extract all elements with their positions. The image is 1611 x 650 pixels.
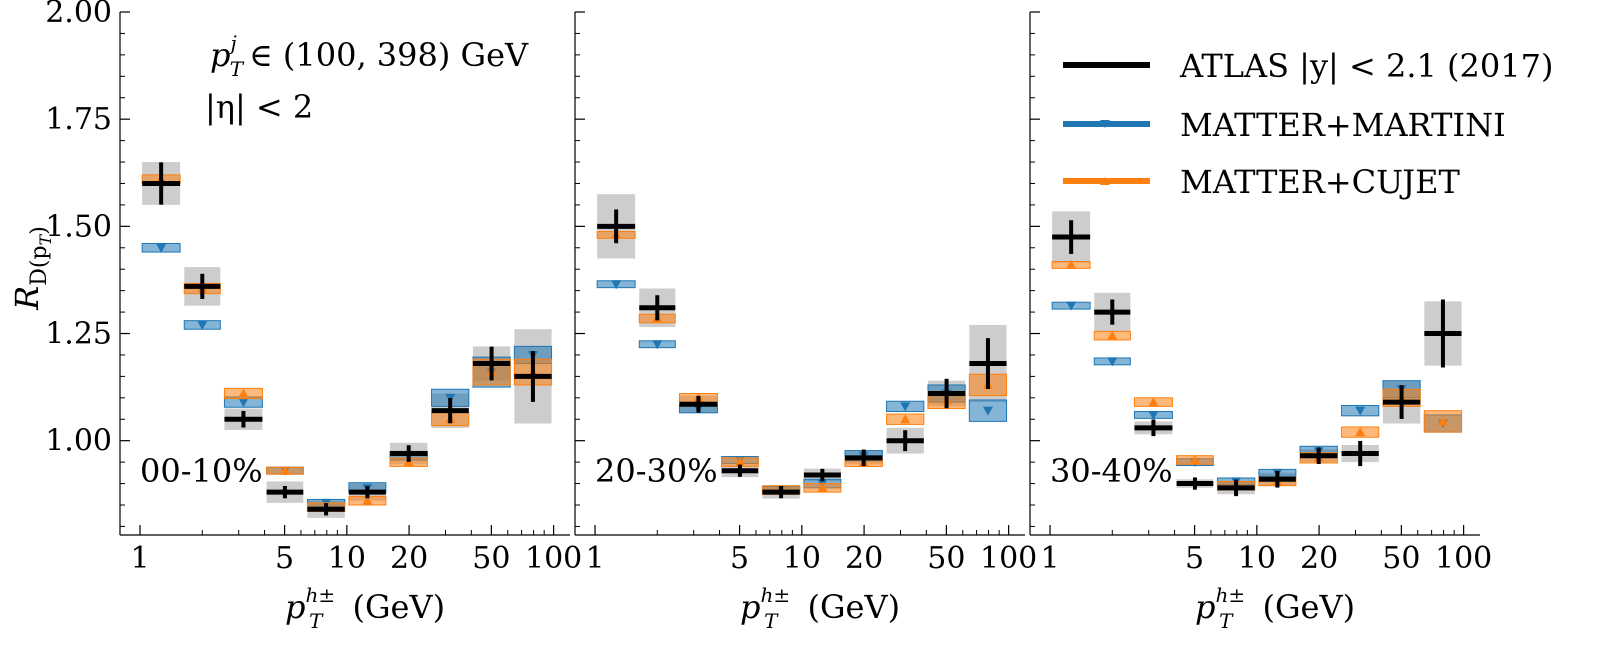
y-tick-label: 2.00: [45, 0, 112, 30]
y-axis-label-close: ): [27, 226, 52, 235]
legend: ATLAS |y| < 2.1 (2017) MATTER+MARTINI MA…: [1063, 47, 1553, 201]
panel-label: 20-30%: [595, 452, 718, 490]
x-tick-label: 5: [1185, 541, 1204, 576]
y-tick-label: 1.75: [45, 102, 112, 137]
y-axis-label-sub: D(p: [27, 245, 52, 285]
cujet-marker: [362, 495, 373, 505]
x-tick-label: 50: [927, 541, 965, 576]
y-axis-label-subsub: T: [36, 233, 55, 245]
annotation-line1: pj T ∈ (100, 398) GeV: [210, 31, 529, 81]
martini-marker: [156, 243, 167, 253]
x-tick-label: 20: [390, 541, 428, 576]
panel-1: 1.00 1.25 1.50 1.75 2.00 1 5 10 20 50 100 ph± T (GeV)…: [45, 0, 582, 633]
legend-label-martini: MATTER+MARTINI: [1180, 106, 1506, 144]
martini-marker: [238, 398, 249, 408]
martini-marker: [900, 402, 911, 412]
martini-marker: [1355, 406, 1366, 416]
cujet-marker: [1148, 397, 1159, 407]
x-axis-label: ph± T (GeV): [285, 583, 445, 633]
x-tick-label: 20: [845, 541, 883, 576]
x-tick-label: 1: [1040, 541, 1059, 576]
panel-3: 1 5 10 20 50 100 ph± T (GeV) 30-40%: [1029, 11, 1492, 633]
x-tick-label: 10: [328, 541, 366, 576]
martini-marker: [611, 280, 622, 290]
cujet-marker: [1189, 454, 1200, 464]
annotation-line2: |η| < 2: [205, 88, 313, 126]
x-tick-label: 10: [783, 541, 821, 576]
panels: 1.00 1.25 1.50 1.75 2.00 1 5 10 20 50 100 ph± T (GeV)…: [45, 0, 1492, 633]
panel-label: 30-40%: [1050, 452, 1173, 490]
cujet-marker: [238, 388, 249, 398]
x-tick-label: 1: [130, 541, 149, 576]
x-tick-label: 100: [980, 541, 1037, 576]
cujet-marker: [279, 465, 290, 475]
cujet-marker: [734, 457, 745, 467]
y-tick-label: 1.25: [45, 317, 112, 352]
y-axis-label: RD(pT): [8, 226, 55, 311]
x-tick-label: 50: [472, 541, 510, 576]
x-tick-label: 10: [1238, 541, 1276, 576]
martini-marker: [1148, 410, 1159, 420]
x-tick-label: 100: [1435, 541, 1492, 576]
annotation-rest: ∈ (100, 398) GeV: [249, 36, 529, 74]
y-tick-label: 1.50: [45, 209, 112, 244]
cujet-marker: [1355, 427, 1366, 437]
cujet-marker: [1437, 416, 1448, 426]
x-tick-label: 20: [1300, 541, 1338, 576]
panel-label: 00-10%: [140, 452, 263, 490]
cujet-marker: [817, 482, 828, 492]
martini-marker: [1066, 301, 1077, 311]
y-tick-label: 1.00: [45, 424, 112, 459]
martini-marker: [1107, 357, 1118, 367]
x-tick-label: 5: [730, 541, 749, 576]
panel-2: 1 5 10 20 50 100 ph± T (GeV) 20-30%: [574, 11, 1037, 633]
x-tick-label: 50: [1382, 541, 1420, 576]
legend-entry-cujet: MATTER+CUJET: [1063, 163, 1460, 201]
legend-entry-atlas: ATLAS |y| < 2.1 (2017): [1063, 47, 1553, 85]
x-axis-label: ph± T (GeV): [1195, 583, 1355, 633]
x-tick-label: 100: [525, 541, 582, 576]
cujet-marker: [1066, 259, 1077, 269]
martini-marker: [652, 340, 663, 350]
cujet-marker: [900, 414, 911, 424]
legend-entry-martini: MATTER+MARTINI: [1063, 106, 1506, 144]
x-tick-label: 5: [275, 541, 294, 576]
martini-marker: [197, 320, 208, 330]
legend-label-atlas: ATLAS |y| < 2.1 (2017): [1179, 47, 1553, 85]
martini-marker: [982, 406, 993, 416]
legend-marker-martini: [1100, 120, 1110, 128]
x-axis-label: ph± T (GeV): [740, 583, 900, 633]
legend-marker-cujet: [1100, 177, 1110, 185]
cujet-marker: [1107, 330, 1118, 340]
annotation-p: p: [210, 36, 230, 74]
x-tick-label: 1: [585, 541, 604, 576]
legend-label-cujet: MATTER+CUJET: [1180, 163, 1460, 201]
annotation-sup: j: [226, 31, 236, 55]
y-axis-label-main: R: [8, 286, 46, 311]
annotation-sub: T: [230, 57, 245, 81]
